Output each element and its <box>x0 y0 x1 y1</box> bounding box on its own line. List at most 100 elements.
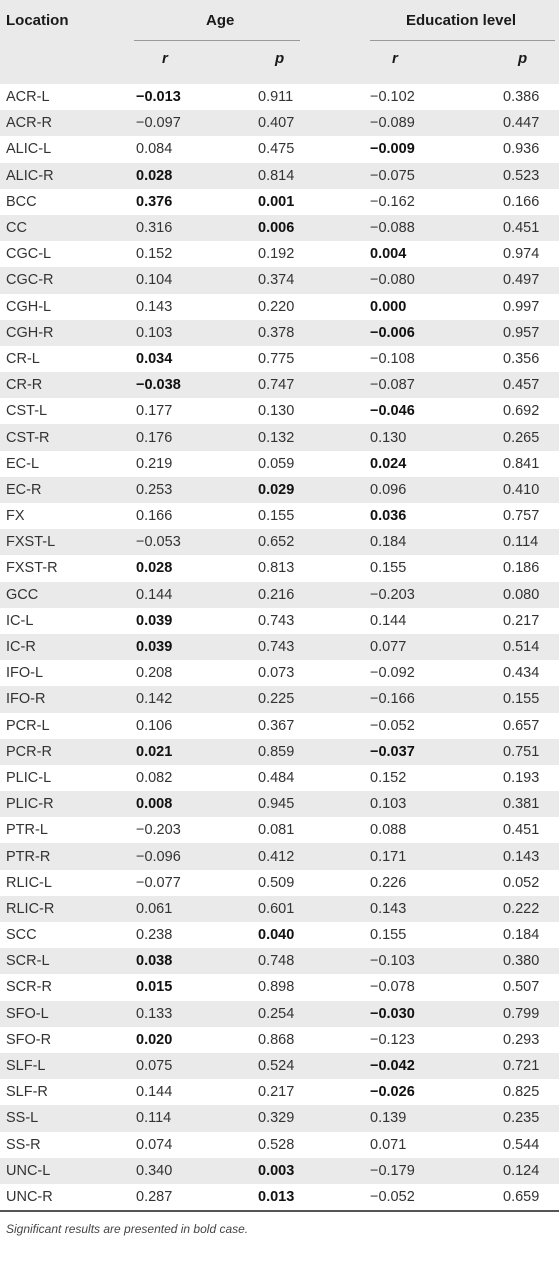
education-r-cell: −0.087 <box>370 377 415 394</box>
table-row: UNC-R 0.287 0.013 −0.052 0.659 <box>0 1184 559 1210</box>
location-cell: PCR-R <box>6 743 52 760</box>
age-p-cell: 0.006 <box>258 220 295 237</box>
table-row: CGC-R 0.104 0.374 −0.080 0.497 <box>0 267 559 294</box>
age-r-cell: −0.077 <box>136 874 181 891</box>
education-p-cell: 0.799 <box>503 1005 540 1022</box>
age-p-cell: 0.868 <box>258 1031 295 1048</box>
education-p-cell: 0.457 <box>503 377 540 394</box>
age-p-cell: 0.898 <box>258 979 295 996</box>
table-row: SCC 0.238 0.040 0.155 0.184 <box>0 922 559 948</box>
age-r-cell: 0.034 <box>136 350 173 367</box>
age-p-cell: 0.374 <box>258 272 295 289</box>
education-p-cell: 0.193 <box>503 769 540 786</box>
subheader-education-p: p <box>518 50 528 67</box>
age-r-cell: 0.287 <box>136 1188 173 1205</box>
age-p-cell: 0.059 <box>258 455 295 472</box>
education-r-cell: 0.143 <box>370 900 407 917</box>
age-p-cell: 0.412 <box>258 848 295 865</box>
education-r-cell: 0.226 <box>370 874 407 891</box>
education-p-cell: 0.265 <box>503 429 540 446</box>
education-r-cell: 0.139 <box>370 1110 407 1127</box>
age-p-cell: 0.001 <box>258 193 295 210</box>
age-p-cell: 0.216 <box>258 586 295 603</box>
header-education-level: Education level <box>406 12 517 29</box>
age-r-cell: −0.096 <box>136 848 181 865</box>
education-r-cell: −0.037 <box>370 743 415 760</box>
location-cell: CGH-R <box>6 324 54 341</box>
education-r-cell: 0.088 <box>370 822 407 839</box>
age-r-cell: −0.013 <box>136 89 181 106</box>
table-row: IC-L 0.039 0.743 0.144 0.217 <box>0 608 559 634</box>
age-r-cell: 0.340 <box>136 1162 173 1179</box>
education-r-cell: −0.006 <box>370 324 415 341</box>
age-r-cell: 0.144 <box>136 586 173 603</box>
education-p-cell: 0.497 <box>503 272 540 289</box>
education-r-cell: −0.080 <box>370 272 415 289</box>
education-r-cell: −0.042 <box>370 1058 415 1075</box>
age-p-cell: 0.132 <box>258 429 295 446</box>
education-r-cell: 0.152 <box>370 769 407 786</box>
location-cell: PLIC-R <box>6 796 54 813</box>
age-p-cell: 0.329 <box>258 1110 295 1127</box>
table-header: Location Age Education level r p r p <box>0 0 559 84</box>
table-row: ACR-R −0.097 0.407 −0.089 0.447 <box>0 110 559 137</box>
age-p-cell: 0.747 <box>258 377 295 394</box>
age-r-cell: 0.219 <box>136 455 173 472</box>
education-r-cell: −0.123 <box>370 1031 415 1048</box>
education-r-cell: −0.026 <box>370 1084 415 1101</box>
education-r-cell: 0.096 <box>370 481 407 498</box>
subheader-age-r: r <box>162 50 168 67</box>
table-row: CR-R −0.038 0.747 −0.087 0.457 <box>0 372 559 399</box>
age-p-cell: 0.225 <box>258 691 295 708</box>
education-p-cell: 0.957 <box>503 324 540 341</box>
location-cell: FX <box>6 508 25 525</box>
age-r-cell: 0.039 <box>136 639 173 656</box>
location-cell: ALIC-L <box>6 141 52 158</box>
education-p-cell: 0.936 <box>503 141 540 158</box>
location-cell: IC-L <box>6 612 34 629</box>
age-p-cell: 0.509 <box>258 874 295 891</box>
table-body: ACR-L −0.013 0.911 −0.102 0.386 ACR-R −0.097 0.… <box>0 84 559 1210</box>
subheader-age-p: p <box>275 50 285 67</box>
education-p-cell: 0.692 <box>503 403 540 420</box>
table-row: BCC 0.376 0.001 −0.162 0.166 <box>0 189 559 215</box>
age-r-cell: −0.097 <box>136 115 181 132</box>
location-cell: RLIC-R <box>6 900 55 917</box>
education-r-cell: −0.078 <box>370 979 415 996</box>
education-r-cell: −0.179 <box>370 1162 415 1179</box>
table-row: ALIC-L 0.084 0.475 −0.009 0.936 <box>0 136 559 162</box>
location-cell: CR-R <box>6 377 43 394</box>
education-p-cell: 0.184 <box>503 927 540 944</box>
education-r-cell: −0.166 <box>370 691 415 708</box>
location-cell: CR-L <box>6 350 40 367</box>
age-p-cell: 0.254 <box>258 1005 295 1022</box>
education-p-cell: 0.114 <box>503 534 539 551</box>
location-cell: SCC <box>6 927 37 944</box>
education-p-cell: 0.751 <box>503 743 540 760</box>
education-group-rule <box>370 40 555 41</box>
education-r-cell: 0.144 <box>370 612 407 629</box>
age-p-cell: 0.130 <box>258 403 295 420</box>
age-r-cell: 0.316 <box>136 220 173 237</box>
education-p-cell: 0.080 <box>503 586 540 603</box>
table-row: IC-R 0.039 0.743 0.077 0.514 <box>0 633 559 661</box>
table-row: CGH-L 0.143 0.220 0.000 0.997 <box>0 294 559 320</box>
location-cell: SS-L <box>6 1110 39 1127</box>
age-r-cell: 0.061 <box>136 900 173 917</box>
education-p-cell: 0.222 <box>503 900 540 917</box>
table-row: RLIC-L −0.077 0.509 0.226 0.052 <box>0 870 559 896</box>
location-cell: ACR-R <box>6 115 52 132</box>
table-row: UNC-L 0.340 0.003 −0.179 0.124 <box>0 1157 559 1184</box>
table-row: GCC 0.144 0.216 −0.203 0.080 <box>0 581 559 608</box>
age-r-cell: 0.152 <box>136 246 173 263</box>
education-p-cell: 0.410 <box>503 481 540 498</box>
table-row: CST-L 0.177 0.130 −0.046 0.692 <box>0 398 559 424</box>
table-row: ACR-L −0.013 0.911 −0.102 0.386 <box>0 84 559 110</box>
education-p-cell: 0.841 <box>503 455 540 472</box>
age-r-cell: 0.238 <box>136 927 173 944</box>
age-r-cell: 0.075 <box>136 1058 173 1075</box>
education-p-cell: 0.235 <box>503 1110 540 1127</box>
age-r-cell: 0.074 <box>136 1136 173 1153</box>
education-p-cell: 0.451 <box>503 220 540 237</box>
table-row: CC 0.316 0.006 −0.088 0.451 <box>0 214 559 242</box>
